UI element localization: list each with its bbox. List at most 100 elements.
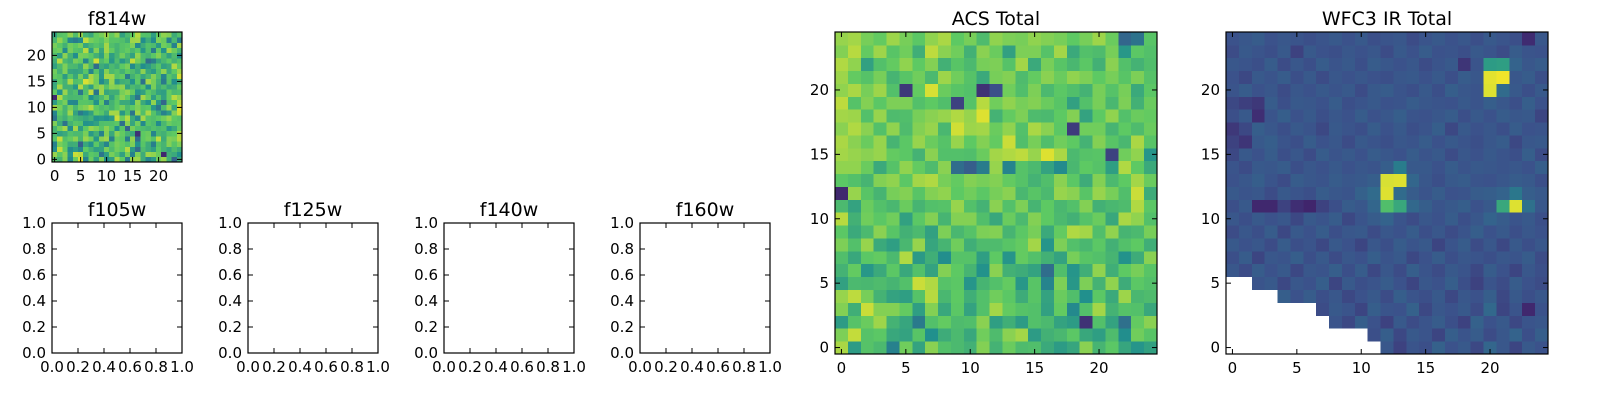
heatmap-cell <box>886 289 900 303</box>
heatmap-cell <box>1264 44 1278 59</box>
heatmap-cell <box>1290 199 1304 213</box>
heatmap-cell <box>1303 212 1317 226</box>
heatmap-cell <box>1079 212 1093 226</box>
heatmap-cell <box>1393 173 1407 187</box>
heatmap-cell <box>1393 83 1407 97</box>
heatmap-cell <box>135 37 141 43</box>
heatmap-cell <box>873 135 887 149</box>
heatmap-cell <box>52 151 58 158</box>
heatmap-cell <box>150 99 157 106</box>
heatmap-cell <box>1092 250 1106 265</box>
heatmap-cell <box>145 115 152 121</box>
heatmap-cell <box>1406 315 1420 329</box>
heatmap-cell <box>166 47 172 54</box>
heatmap-cell <box>1341 212 1356 226</box>
heatmap-cell <box>847 186 862 200</box>
heatmap-cell <box>1041 302 1055 316</box>
heatmap-cell <box>899 32 913 46</box>
heatmap-cell <box>1238 83 1253 97</box>
heatmap-cell <box>1496 147 1510 162</box>
heatmap-cell <box>912 302 926 316</box>
heatmap-cell <box>109 151 115 158</box>
heatmap-cell <box>124 37 131 43</box>
heatmap-cell <box>62 125 68 132</box>
heatmap-cell <box>98 120 105 126</box>
heatmap-cell <box>171 32 178 38</box>
heatmap-cell <box>57 73 63 80</box>
heatmap-cell <box>1367 238 1381 252</box>
heatmap-cell <box>171 68 178 74</box>
heatmap-cell <box>1131 135 1145 149</box>
heatmap-cell <box>156 99 162 106</box>
heatmap-cell <box>1509 122 1523 136</box>
heatmap-cell <box>52 94 58 100</box>
heatmap-cell <box>1509 238 1523 252</box>
heatmap-cell <box>1457 122 1472 136</box>
heatmap-cell <box>176 32 183 38</box>
heatmap-cell <box>1535 186 1549 200</box>
heatmap-cell <box>1341 44 1356 59</box>
heatmap-cell <box>912 32 926 46</box>
heatmap-cell <box>1341 173 1356 187</box>
heatmap-cell <box>1053 122 1068 136</box>
heatmap-cell <box>899 135 913 149</box>
x-tick-label: 0.0 <box>236 358 260 376</box>
heatmap-cell <box>156 130 162 137</box>
heatmap-cell <box>1277 276 1291 290</box>
heatmap-cell <box>1419 212 1433 226</box>
heatmap-cell <box>950 135 965 149</box>
heatmap-cell <box>1118 225 1132 239</box>
heatmap-cell <box>57 120 63 126</box>
heatmap-cell <box>1277 122 1291 136</box>
heatmap-cell <box>1483 57 1497 72</box>
heatmap-cell <box>1053 44 1068 59</box>
x-tick-label: 5 <box>1292 359 1302 377</box>
heatmap-cell <box>1028 44 1042 59</box>
heatmap-cell <box>57 110 63 116</box>
heatmap-cell <box>1483 289 1497 303</box>
heatmap-cell <box>88 130 94 137</box>
heatmap-cell <box>78 78 84 85</box>
heatmap-cell <box>166 37 172 43</box>
heatmap-cell <box>1002 225 1016 239</box>
heatmap-cell <box>963 160 978 175</box>
heatmap-cell <box>912 109 926 123</box>
heatmap-cell <box>860 44 875 59</box>
heatmap-cell <box>1367 135 1381 149</box>
heatmap-cell <box>1041 341 1055 355</box>
heatmap-cell <box>57 156 63 163</box>
heatmap-cell <box>1303 147 1317 162</box>
heatmap-cell <box>88 32 94 38</box>
heatmap-cell <box>104 42 110 48</box>
heatmap-cell <box>109 104 115 111</box>
heatmap-cell <box>140 42 146 48</box>
heatmap-cell <box>156 73 162 80</box>
heatmap-cell <box>1066 32 1081 46</box>
heatmap-cell <box>57 94 63 100</box>
heatmap-cell <box>1251 199 1266 213</box>
heatmap-cell <box>67 110 74 116</box>
heatmap-cell <box>166 141 172 147</box>
heatmap-cell <box>1444 96 1459 110</box>
heatmap-cell <box>1238 122 1253 136</box>
heatmap-cell <box>1303 276 1317 290</box>
heatmap-cell <box>1066 135 1081 149</box>
heatmap-cell <box>1131 173 1145 187</box>
heatmap-cell <box>98 52 105 59</box>
heatmap-cell <box>1470 199 1484 213</box>
heatmap-cell <box>124 47 131 54</box>
heatmap-cell <box>1509 250 1523 265</box>
heatmap-cell <box>135 78 141 85</box>
heatmap-cell <box>176 63 183 69</box>
heatmap-cell <box>161 115 167 121</box>
heatmap-cell <box>1354 250 1369 265</box>
heatmap-cell <box>1290 263 1304 278</box>
heatmap-cell <box>963 32 978 46</box>
heatmap-cell <box>847 135 862 149</box>
heatmap-cell <box>1329 70 1343 84</box>
heatmap-cell <box>135 151 141 158</box>
heatmap-cell <box>140 151 146 158</box>
heatmap-cell <box>135 58 141 64</box>
heatmap-cell <box>140 63 146 69</box>
heatmap-cell <box>1329 109 1343 123</box>
